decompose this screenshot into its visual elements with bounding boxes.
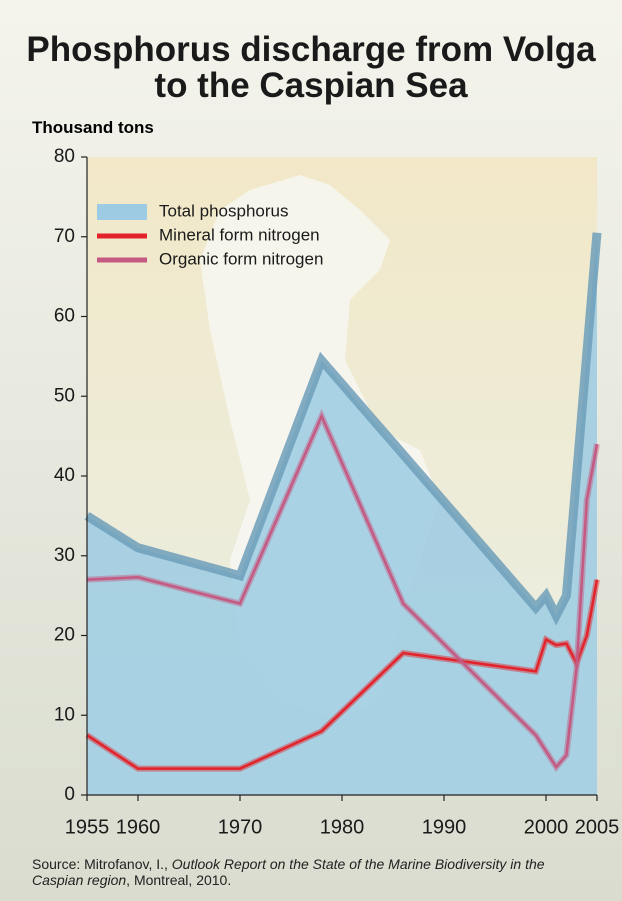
x-tick-label: 1960 [116,816,161,838]
y-tick-label: 20 [54,625,75,646]
x-tick-label: 2005 [575,816,620,838]
y-tick-label: 50 [54,385,75,406]
legend-swatch [97,204,147,220]
legend-swatch [97,233,147,239]
x-tick-label: 1955 [65,816,110,838]
legend-label: Mineral form nitrogen [159,225,320,244]
source-prefix: Source: Mitrofanov, I., [32,856,172,872]
y-axis-label: Thousand tons [32,118,154,137]
x-tick-label: 2000 [524,816,569,838]
legend-label: Total phosphorus [159,201,288,220]
area-edge [84,232,602,626]
y-tick-label: 30 [54,545,75,566]
legend-swatch [97,257,147,263]
chart-title: Phosphorus discharge from Volga to the C… [26,30,596,105]
line [86,413,599,770]
y-tick-label: 40 [54,465,75,486]
x-tick-label: 1970 [218,816,263,838]
source-suffix: , Montreal, 2010. [126,872,232,888]
y-tick-label: 80 [54,146,75,167]
y-tick-label: 0 [64,784,75,805]
y-tick-label: 60 [54,306,75,327]
legend-label: Organic form nitrogen [159,249,323,268]
y-tick-label: 70 [54,226,75,247]
area [87,232,597,795]
source-note: Source: Mitrofanov, I., Outlook Report o… [32,856,592,888]
y-tick-label: 10 [54,704,75,725]
source-title: Outlook Report on the State of the Marin… [32,856,545,888]
x-tick-label: 1980 [320,816,365,838]
x-tick-label: 1990 [422,816,467,838]
